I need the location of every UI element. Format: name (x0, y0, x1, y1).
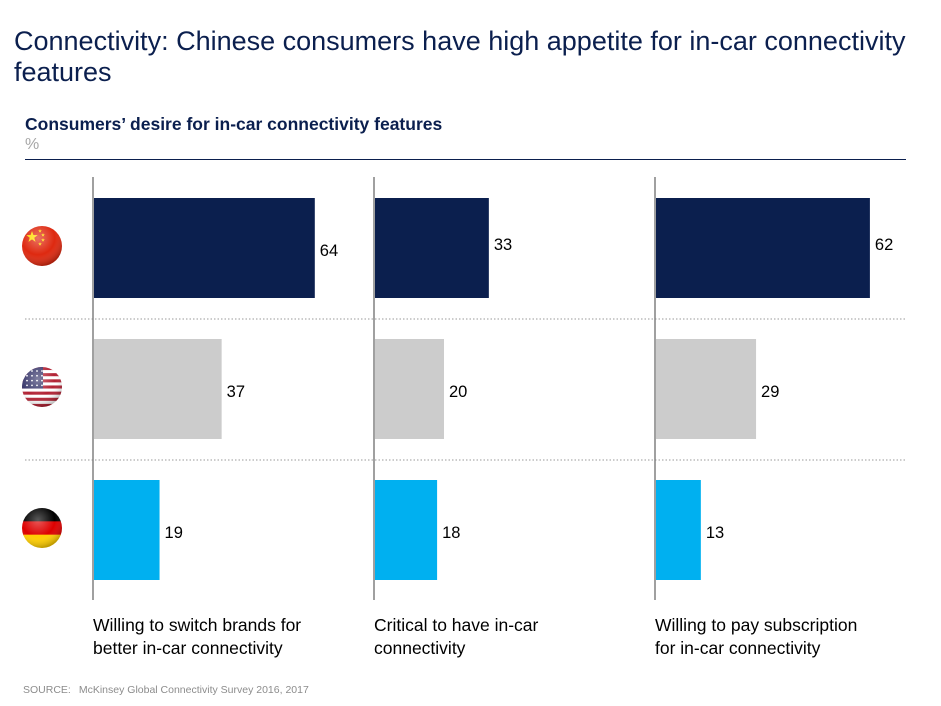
source-text: McKinsey Global Connectivity Survey 2016… (78, 684, 309, 696)
value-label: 29 (761, 383, 779, 401)
bar (375, 198, 489, 298)
value-label: 13 (706, 524, 724, 542)
bar (375, 480, 438, 580)
bar (656, 198, 870, 298)
chart-subtitle: Consumers’ desire for in-car connectivit… (25, 114, 443, 134)
category-label: better in-car connectivity (93, 638, 283, 658)
china-flag-icon (22, 226, 62, 266)
category-label: connectivity (374, 638, 466, 658)
bar (375, 339, 444, 439)
value-label: 20 (449, 383, 467, 401)
bar (94, 339, 222, 439)
category-label: for in-car connectivity (655, 638, 821, 658)
value-label: 19 (165, 524, 183, 542)
bar (94, 198, 315, 298)
category-label: Willing to pay subscription (655, 615, 857, 635)
header-divider (25, 159, 906, 160)
page-title: Connectivity: Chinese consumers have hig… (14, 26, 906, 87)
us-flag-icon (22, 367, 62, 407)
value-label: 18 (442, 524, 460, 542)
value-label: 37 (227, 383, 245, 401)
bar (656, 339, 757, 439)
source-note: SOURCE: McKinsey Global Connectivity Surv… (23, 684, 309, 696)
bar (94, 480, 160, 580)
value-label: 62 (875, 236, 893, 254)
bar (656, 480, 701, 580)
category-label: Willing to switch brands for (93, 615, 301, 635)
source-label: SOURCE: (23, 684, 71, 696)
germany-flag-icon (22, 508, 62, 548)
category-label: Critical to have in-car (374, 615, 539, 635)
value-label: 64 (320, 242, 338, 260)
unit-label: % (25, 136, 40, 153)
value-label: 33 (494, 236, 512, 254)
